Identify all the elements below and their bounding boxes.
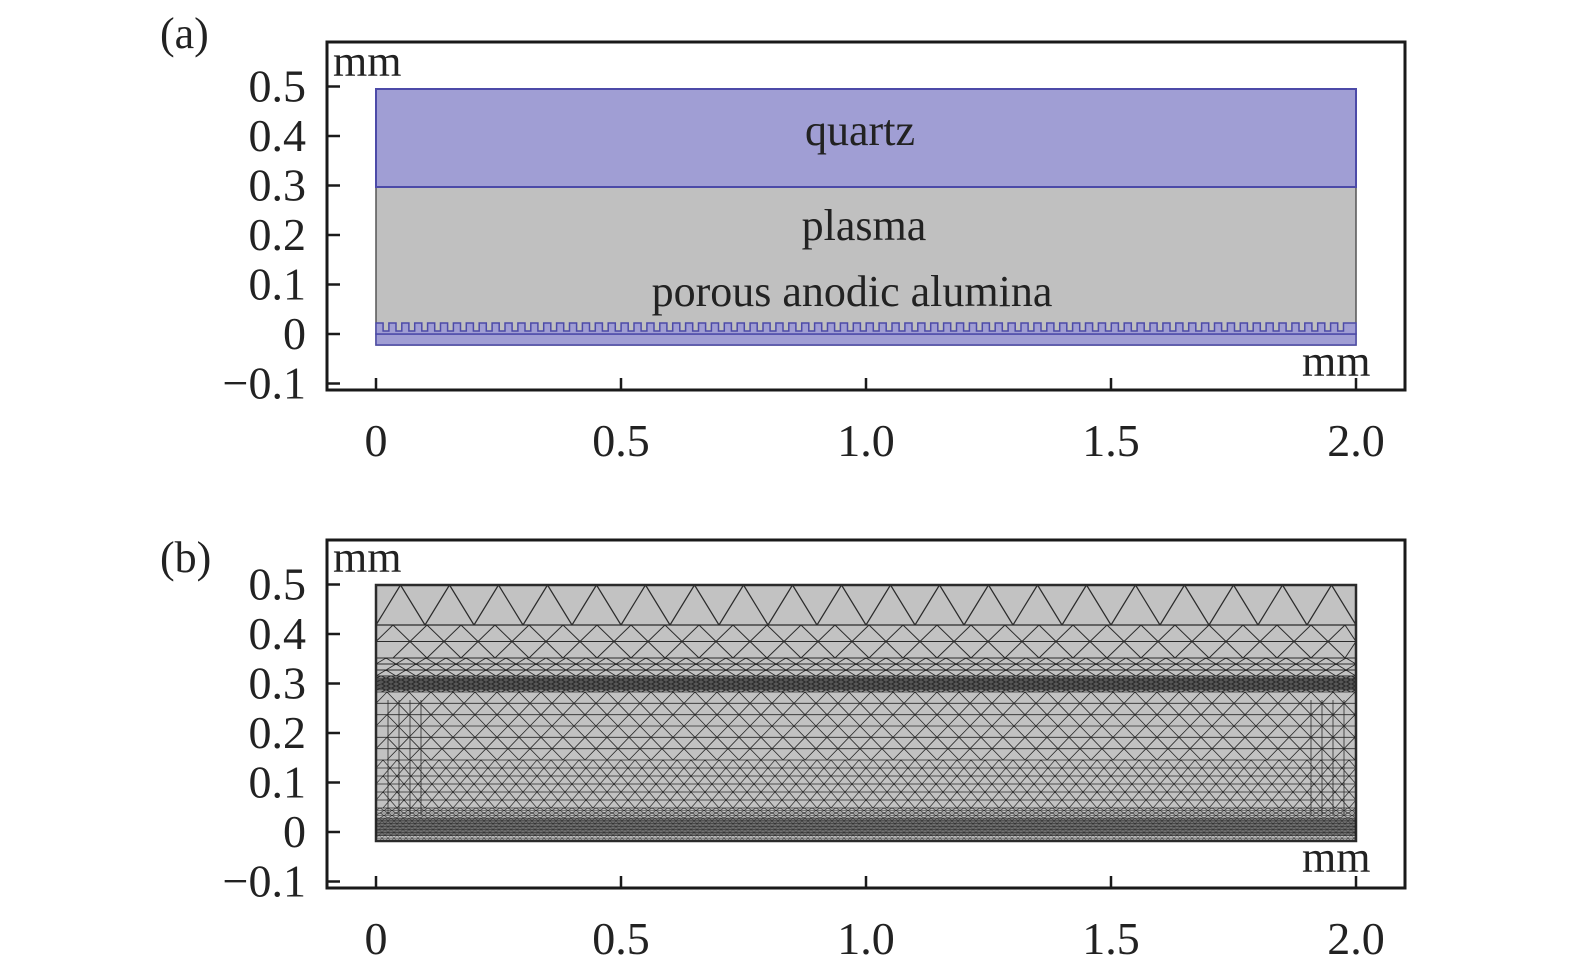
panel-b-label: (b): [160, 533, 211, 582]
x-tick-label: 1.5: [1082, 415, 1140, 466]
mesh-row: [376, 689, 1357, 693]
mesh-row: [375, 624, 1357, 642]
mesh-row: [375, 812, 1357, 816]
y-tick-label: 0.1: [249, 259, 307, 310]
mesh-row: [375, 759, 1357, 769]
mesh-row: [376, 783, 1357, 793]
x-tick-label: 1.5: [1082, 913, 1140, 964]
mesh-row: [375, 657, 1357, 665]
y-tick-label: 0.2: [249, 209, 307, 260]
mesh-alumina-dense: [376, 818, 1356, 836]
y-unit-label: mm: [333, 533, 401, 582]
y-axis-ticks: 0.50.40.30.20.10−0.1: [223, 61, 340, 409]
mesh-row: [376, 837, 1357, 842]
y-tick-label: −0.1: [223, 856, 306, 907]
mesh-grid: [374, 583, 1358, 843]
x-tick-label: 0: [365, 415, 388, 466]
y-tick-label: 0.2: [249, 707, 307, 758]
mesh-row: [375, 791, 1357, 801]
y-tick-label: 0: [283, 806, 306, 857]
x-tick-label: 2.0: [1327, 913, 1385, 964]
mesh-row: [376, 767, 1357, 777]
mesh-row: [376, 810, 1357, 814]
plasma-label: plasma: [802, 201, 927, 250]
y-tick-label: 0.3: [249, 658, 307, 709]
mesh-row: [376, 799, 1357, 809]
mesh-side-lines: [387, 700, 1345, 815]
mesh-row: [375, 691, 1357, 704]
x-tick-label: 0: [365, 913, 388, 964]
mesh-row: [375, 584, 1357, 626]
y-axis-ticks: 0.50.40.30.20.10−0.1: [223, 559, 340, 907]
y-tick-label: 0.3: [249, 160, 307, 211]
alumina-band: [375, 333, 1357, 346]
x-tick-label: 0.5: [592, 913, 650, 964]
mesh-interface-dense: [376, 678, 1356, 690]
x-tick-label: 1.0: [837, 913, 895, 964]
panel-a: (a) quartz plasma porous anodic alumina …: [160, 9, 1407, 466]
alumina-pores: [375, 322, 1357, 335]
mesh-row: [376, 725, 1357, 738]
x-tick-label: 1.0: [837, 415, 895, 466]
quartz-label: quartz: [805, 106, 915, 155]
x-unit-label: mm: [1302, 833, 1370, 882]
panel-a-label: (a): [160, 9, 209, 58]
x-axis-ticks: 0 0.5 1.0 1.5 2.0: [365, 876, 1385, 964]
panel-b: (b) mm mm 0.50.40.30.20.10−0.1 0 0.5 1.0 1.…: [160, 533, 1407, 964]
y-tick-label: 0.1: [249, 757, 307, 808]
mesh-row: [376, 815, 1357, 819]
x-tick-label: 0.5: [592, 415, 650, 466]
mesh-row: [376, 703, 1357, 716]
mesh-domain: [374, 583, 1358, 843]
mesh-row: [375, 714, 1357, 727]
mesh-row: [375, 807, 1357, 811]
y-tick-label: −0.1: [223, 358, 306, 409]
mesh-row: [375, 775, 1357, 785]
mesh-elements: [375, 584, 1357, 842]
mesh-row: [375, 835, 1357, 839]
y-tick-label: 0.4: [249, 608, 307, 659]
mesh-row: [375, 675, 1357, 679]
mesh-row: [375, 737, 1357, 750]
mesh-row: [376, 748, 1357, 761]
y-tick-label: 0: [283, 308, 306, 359]
y-unit-label: mm: [333, 37, 401, 86]
mesh-row: [376, 641, 1357, 659]
y-tick-label: 0.5: [249, 559, 307, 610]
mesh-row: [376, 663, 1357, 671]
x-tick-label: 2.0: [1327, 415, 1385, 466]
alumina-label: porous anodic alumina: [652, 267, 1053, 316]
y-tick-label: 0.4: [249, 110, 307, 161]
x-unit-label: mm: [1302, 337, 1370, 386]
x-axis-ticks: 0 0.5 1.0 1.5 2.0: [365, 378, 1385, 466]
y-tick-label: 0.5: [249, 61, 307, 112]
quartz-region: [375, 88, 1357, 188]
mesh-row: [375, 669, 1357, 677]
